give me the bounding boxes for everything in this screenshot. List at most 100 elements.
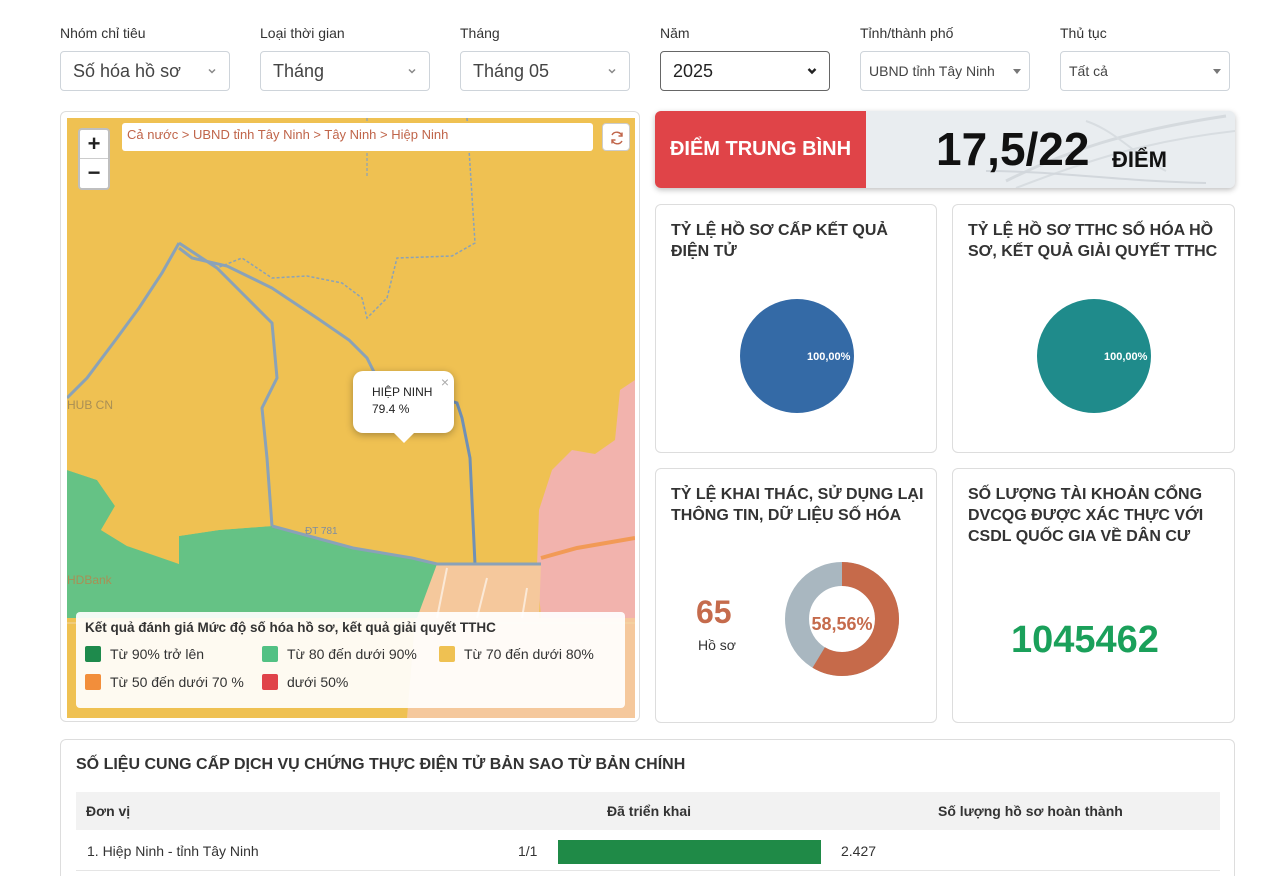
donut-chart-reuse	[785, 562, 899, 676]
legend-label: Từ 50 đến dưới 70 %	[110, 674, 244, 690]
filter-label: Loại thời gian	[260, 25, 345, 41]
select-value: Số hóa hồ sơ	[73, 60, 181, 81]
chevron-down-icon	[807, 68, 817, 75]
select-value: 2025	[673, 60, 714, 81]
average-score-value: 17,5/22	[936, 123, 1090, 175]
card-digitized: Tỷ lệ hồ sơ TTHC số hóa hồ sơ, kết quả g…	[952, 204, 1235, 453]
table-header: Đơn vị Đã triển khai Số lượng hồ sơ hoàn…	[76, 792, 1220, 830]
cell-deployed: 1/1	[518, 843, 538, 859]
table-row[interactable]: 1. Hiệp Ninh - tỉnh Tây Ninh 1/1 2.427	[76, 831, 1220, 871]
caret-down-icon	[1213, 69, 1221, 74]
region-yellow-cover	[67, 408, 273, 564]
decorative-curves	[985, 114, 1235, 188]
boundary-line	[67, 242, 181, 400]
column-header-deployed: Đã triển khai	[607, 803, 692, 819]
map-breadcrumb[interactable]: Cả nước > UBND tỉnh Tây Ninh > Tây Ninh …	[122, 123, 593, 151]
indicator-group-select[interactable]: Số hóa hồ sơ	[60, 51, 230, 91]
select-value: Tháng	[273, 60, 325, 81]
chevron-down-icon	[408, 68, 416, 74]
map-card: HUB CN HDBank ĐT 781 + − Cả nước > UBND …	[60, 111, 640, 722]
boundary-line	[271, 524, 541, 566]
time-type-select[interactable]: Tháng	[260, 51, 430, 91]
card-title: Tỷ lệ hồ sơ cấp kết quả điện tử	[671, 222, 888, 260]
card-verified-accounts: Số lượng tài khoản cổng DVCQG được xác t…	[952, 468, 1235, 723]
chevron-down-icon	[608, 68, 616, 74]
province-select[interactable]: UBND tỉnh Tây Ninh	[860, 51, 1030, 91]
pie-slice	[1037, 299, 1151, 413]
legend-title: Kết quả đánh giá Mức độ số hóa hồ sơ, kế…	[85, 620, 496, 635]
card-title: Tỷ lệ khai thác, sử dụng lại thông tin, …	[671, 486, 924, 524]
legend-item: dưới 50%	[262, 674, 348, 690]
map-legend: Kết quả đánh giá Mức độ số hóa hồ sơ, kế…	[76, 612, 625, 708]
map-place-text: HDBank	[67, 573, 112, 587]
legend-swatch	[85, 646, 101, 662]
legend-item: Từ 90% trở lên	[85, 646, 204, 662]
filter-procedure: Thủ tục Tất cả	[1060, 24, 1230, 91]
region-pink	[537, 380, 635, 618]
close-icon[interactable]: ×	[440, 374, 449, 390]
zoom-out-button[interactable]: −	[87, 160, 101, 185]
card-title: Số lượng tài khoản cổng DVCQG được xác t…	[968, 486, 1204, 545]
filter-label: Nhóm chỉ tiêu	[60, 25, 146, 41]
column-header-completed: Số lượng hồ sơ hoàn thành	[938, 803, 1123, 819]
legend-item: Từ 50 đến dưới 70 %	[85, 674, 244, 690]
map-popup: HIỆP NINH 79.4 % ×	[353, 371, 454, 443]
select-value: Tháng 05	[473, 60, 550, 81]
average-score-panel: 17,5/22 ĐIỂM	[866, 111, 1235, 188]
table-title: SỐ LIỆU CUNG CẤP DỊCH VỤ CHỨNG THỰC ĐIỆN…	[76, 756, 686, 773]
pie-percent-label: 100,00%	[807, 351, 851, 363]
certification-table-card: SỐ LIỆU CUNG CẤP DỊCH VỤ CHỨNG THỰC ĐIỆN…	[60, 739, 1235, 876]
filter-label: Thủ tục	[1060, 25, 1107, 41]
cell-completed: 2.427	[841, 843, 877, 859]
legend-swatch	[85, 674, 101, 690]
card-data-reuse: Tỷ lệ khai thác, sử dụng lại thông tin, …	[655, 468, 937, 723]
refresh-button[interactable]	[602, 123, 630, 151]
popup-value: 79.4 %	[372, 402, 410, 416]
legend-item: Từ 70 đến dưới 80%	[439, 646, 594, 662]
legend-swatch	[262, 646, 278, 662]
average-score-banner: ĐIỂM TRUNG BÌNH 17,5/22 ĐIỂM	[655, 111, 1235, 188]
procedure-select[interactable]: Tất cả	[1060, 51, 1230, 91]
pie-percent-label: 100,00%	[1104, 351, 1148, 363]
legend-swatch	[262, 674, 278, 690]
cell-unit: 1. Hiệp Ninh - tỉnh Tây Ninh	[87, 843, 259, 859]
popup-tip	[394, 433, 414, 443]
filter-month: Tháng Tháng 05	[460, 24, 630, 91]
map-view[interactable]: HUB CN HDBank ĐT 781 + − Cả nước > UBND …	[67, 118, 635, 718]
zoom-in-button[interactable]: +	[80, 130, 108, 159]
pie-chart-electronic-results	[740, 299, 854, 413]
filter-label: Tháng	[460, 25, 500, 41]
legend-label: Từ 80 đến dưới 90%	[287, 646, 417, 662]
filter-year: Năm 2025	[660, 24, 830, 91]
year-select[interactable]: 2025	[660, 51, 830, 91]
boundary-dashed	[216, 118, 476, 320]
reuse-count-unit: Hồ sơ	[698, 637, 736, 653]
legend-label: Từ 70 đến dưới 80%	[464, 646, 594, 662]
legend-item: Từ 80 đến dưới 90%	[262, 646, 417, 662]
caret-down-icon	[1013, 69, 1021, 74]
select-value: UBND tỉnh Tây Ninh	[869, 63, 995, 79]
boundary-line	[178, 246, 379, 379]
road-label: ĐT 781	[305, 526, 338, 537]
filter-label: Năm	[660, 25, 690, 41]
average-score-label: ĐIỂM TRUNG BÌNH	[655, 111, 866, 188]
boundary-line	[178, 241, 279, 527]
average-score-unit: ĐIỂM	[1112, 147, 1167, 172]
legend-label: Từ 90% trở lên	[110, 646, 205, 662]
select-value: Tất cả	[1069, 63, 1108, 79]
legend-swatch	[439, 646, 455, 662]
filter-province: Tỉnh/thành phố UBND tỉnh Tây Ninh	[860, 24, 1030, 91]
filter-time-type: Loại thời gian Tháng	[260, 24, 430, 91]
donut-filled	[785, 562, 899, 676]
deployed-progress-bar	[558, 840, 821, 864]
reuse-count: 65	[696, 594, 732, 630]
donut-percent-label: 58,56%	[811, 614, 873, 634]
region-green	[67, 470, 437, 618]
column-header-unit: Đơn vị	[86, 803, 131, 819]
verified-accounts-value: 1045462	[1011, 619, 1159, 661]
month-select[interactable]: Tháng 05	[460, 51, 630, 91]
chevron-down-icon	[208, 68, 216, 74]
card-electronic-results: Tỷ lệ hồ sơ cấp kết quả điện tử 100,00%	[655, 204, 937, 453]
popup-name: HIỆP NINH	[372, 385, 433, 399]
filter-indicator-group: Nhóm chỉ tiêu Số hóa hồ sơ	[60, 24, 230, 91]
